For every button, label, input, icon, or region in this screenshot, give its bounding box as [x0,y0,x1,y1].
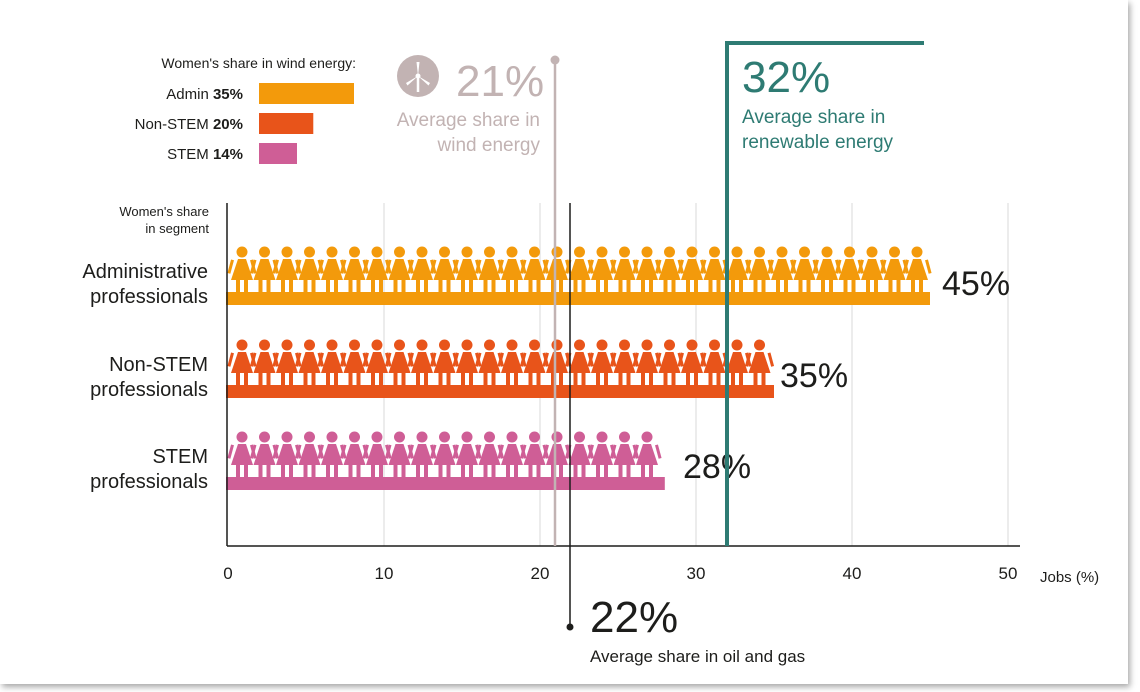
inset-legend-bar-stem [259,143,297,164]
woman-figure-icon [609,339,640,386]
reference-text-renewable-line-1: Average share in [742,107,885,128]
woman-figure-icon [407,246,437,293]
reference-line-renewable [725,41,924,546]
woman-figure-icon [497,431,527,478]
woman-figure-icon [744,339,775,386]
woman-figure-icon [474,431,505,478]
reference-text-renewable-line-2: renewable energy [742,132,894,153]
woman-figure-icon [497,339,527,386]
woman-figure-icon [519,431,550,478]
bar-non-stem [226,385,774,398]
woman-figure-icon [429,431,460,478]
woman-figure-icon [317,246,347,293]
category-label-non-stem-line-1: Non-STEM [109,354,208,376]
woman-figure-icon [227,246,257,293]
reference-line-oil-gas-end-dot [566,623,574,631]
woman-figure-icon [362,246,392,293]
woman-figure-icon [812,246,842,293]
woman-figure-icon [474,246,505,293]
woman-figure-icon [452,431,482,478]
x-tick-label-50: 50 [999,564,1018,583]
woman-figure-icon [294,246,325,293]
woman-figure-icon [587,431,617,478]
woman-figure-icon [249,339,280,386]
x-tick-label-20: 20 [531,564,550,583]
category-label-stem-line-1: STEM [152,446,208,468]
woman-figure-icon [272,339,302,386]
woman-figure-icon [632,246,662,293]
inset-legend-label-non-stem: Non-STEM 20% [135,116,243,133]
inset-legend-title: Women's share in wind energy: [161,55,356,71]
woman-figure-icon [902,246,932,293]
woman-figure-icon [407,431,437,478]
chart-frame [0,0,1128,684]
woman-figure-icon [362,339,392,386]
woman-figure-icon [879,246,910,293]
woman-figure-icon [834,246,865,293]
inset-legend-label-admin: Admin 35% [166,86,243,103]
x-tick-label-0: 0 [223,564,232,583]
x-tick-label-10: 10 [375,564,394,583]
woman-figure-icon [587,246,617,293]
woman-figure-icon [272,431,302,478]
woman-figure-icon [452,339,482,386]
woman-figure-icon [609,246,640,293]
woman-figure-icon [789,246,820,293]
x-axis-label: Jobs (%) [1040,569,1099,586]
category-label-administrative-line-1: Administrative [82,261,208,283]
woman-figure-icon [384,339,415,386]
y-axis-label-line-1: Women's share [119,204,209,219]
woman-figure-icon [632,339,662,386]
woman-figure-icon [677,339,707,386]
reference-text-wind-line-1: Average share in [397,110,540,131]
woman-figure-icon [227,431,257,478]
category-label-stem-line-2: professionals [90,471,208,493]
woman-figure-icon [474,339,505,386]
reference-value-renewable: 32% [742,53,830,102]
value-label-non-stem: 35% [780,357,848,395]
inset-legend-label-stem: STEM 14% [167,146,243,163]
x-tick-label-30: 30 [687,564,706,583]
woman-figure-icon [339,246,370,293]
value-label-administrative: 45% [942,265,1010,303]
category-label-non-stem-line-2: professionals [90,379,208,401]
woman-figure-icon [317,431,347,478]
woman-figure-icon [339,339,370,386]
woman-figure-icon [497,246,527,293]
woman-figure-icon [744,246,775,293]
bar-stem [226,477,665,490]
woman-figure-icon [294,339,325,386]
reference-value-wind: 21% [456,57,544,106]
woman-figure-icon [564,339,595,386]
woman-figure-icon [452,246,482,293]
value-label-stem: 28% [683,448,751,486]
category-label-administrative-line-2: professionals [90,286,208,308]
x-tick-label-40: 40 [843,564,862,583]
woman-figure-icon [227,339,257,386]
reference-line-wind-end-dot [550,55,560,65]
woman-figure-icon [722,339,752,386]
reference-value-oil-gas: 22% [590,593,678,642]
woman-figure-icon [677,246,707,293]
woman-figure-icon [339,431,370,478]
y-axis-label-line-2: in segment [145,221,209,236]
wind-turbine-icon [397,55,439,97]
inset-legend-bar-non-stem [259,113,314,134]
reference-text-wind-line-2: wind energy [437,135,541,156]
bar-administrative [226,292,930,305]
woman-figure-icon [632,431,662,478]
inset-legend: Admin 35% Non-STEM 20% STEM 14% [135,83,354,164]
inset-legend-bar-admin [259,83,354,104]
reference-text-oil-gas: Average share in oil and gas [590,647,805,666]
